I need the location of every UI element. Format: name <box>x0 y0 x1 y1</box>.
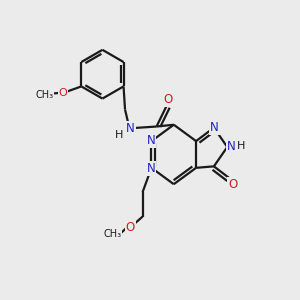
Text: N: N <box>146 162 155 175</box>
Text: O: O <box>58 88 67 98</box>
Text: H: H <box>237 141 246 152</box>
Text: N: N <box>146 134 155 147</box>
Text: N: N <box>210 121 219 134</box>
Text: H: H <box>115 130 123 140</box>
Text: O: O <box>164 93 173 106</box>
Text: CH₃: CH₃ <box>103 230 121 239</box>
Text: O: O <box>125 221 135 234</box>
Text: O: O <box>228 178 237 191</box>
Text: N: N <box>126 122 135 134</box>
Text: CH₃: CH₃ <box>35 90 53 100</box>
Text: N: N <box>226 140 235 153</box>
